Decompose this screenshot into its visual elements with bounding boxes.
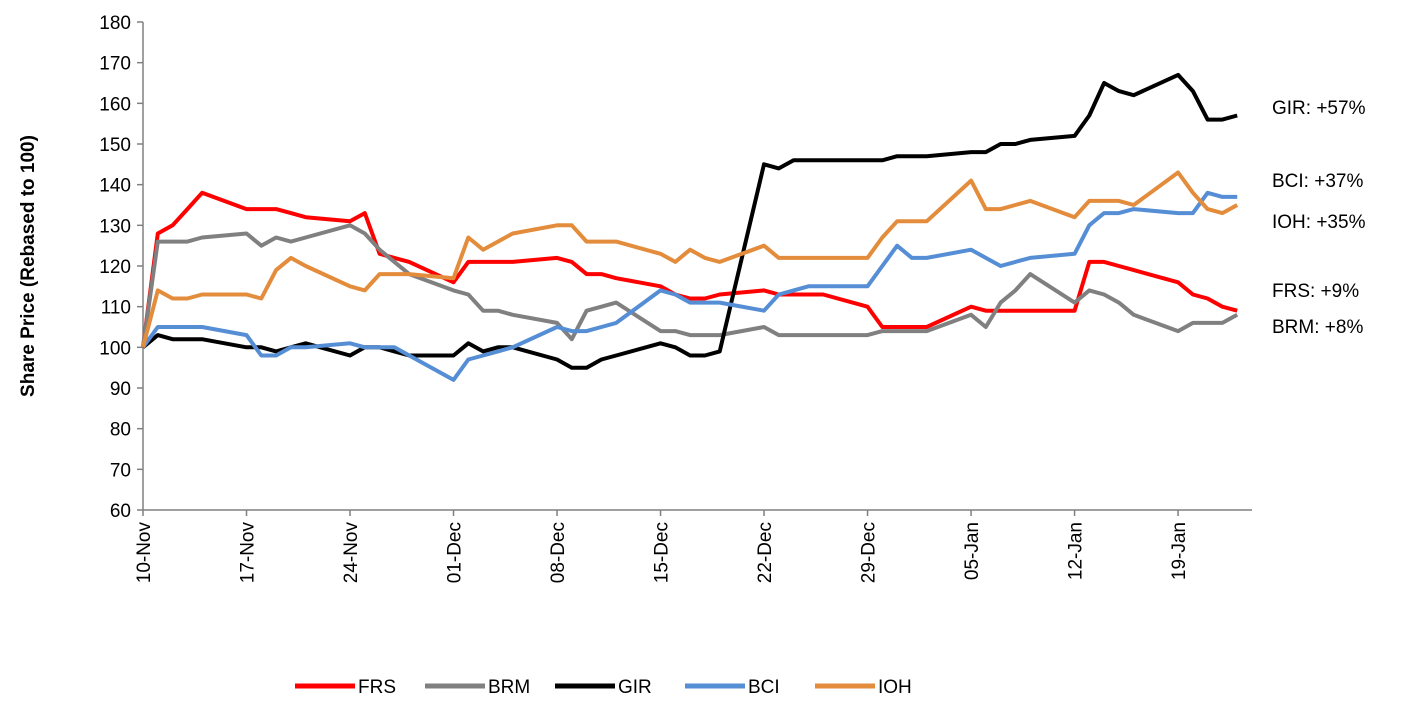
x-tick-label: 29-Dec: [859, 522, 880, 583]
x-tick-label: 12-Jan: [1066, 522, 1087, 580]
legend-label: IOH: [878, 677, 912, 698]
y-tick-label: 100: [99, 338, 131, 359]
end-label: IOH: +35%: [1272, 212, 1366, 233]
y-tick-label: 60: [110, 501, 131, 522]
x-tick-label: 08-Dec: [548, 522, 569, 583]
x-tick-label: 22-Dec: [755, 522, 776, 583]
y-tick-label: 90: [110, 379, 131, 400]
y-tick-label: 120: [99, 257, 131, 278]
y-tick-label: 80: [110, 420, 131, 441]
series-line: [141, 190, 1238, 348]
y-tick-label: 150: [99, 135, 131, 156]
y-tick-label: 70: [110, 460, 131, 481]
x-tick-label: 10-Nov: [134, 522, 155, 584]
x-tick-label: 19-Jan: [1169, 522, 1190, 580]
series-line: [141, 223, 1239, 348]
series-line: [141, 190, 1238, 382]
legend-label: BRM: [488, 677, 530, 698]
end-label: BCI: +37%: [1272, 171, 1363, 192]
x-tick-label: 24-Nov: [341, 522, 362, 584]
legend-label: BCI: [748, 677, 780, 698]
x-tick-label: 17-Nov: [238, 522, 259, 584]
y-tick-label: 180: [99, 13, 131, 34]
series-line: [141, 72, 1238, 370]
y-tick-label: 140: [99, 176, 131, 197]
end-label: FRS: +9%: [1272, 281, 1359, 302]
y-axis-title: Share Price (Rebased to 100): [18, 135, 39, 397]
end-label: GIR: +57%: [1272, 98, 1366, 119]
legend-label: GIR: [618, 677, 652, 698]
y-tick-label: 170: [99, 54, 131, 75]
legend-label: FRS: [358, 677, 396, 698]
x-tick-label: 05-Jan: [962, 522, 983, 580]
y-tick-label: 110: [101, 298, 131, 319]
x-tick-label: 01-Dec: [445, 522, 466, 583]
series-line: [141, 170, 1239, 348]
x-tick-label: 15-Dec: [652, 522, 673, 583]
y-tick-label: 130: [99, 216, 131, 237]
y-tick-label: 160: [99, 94, 131, 115]
end-label: BRM: +8%: [1272, 317, 1363, 338]
